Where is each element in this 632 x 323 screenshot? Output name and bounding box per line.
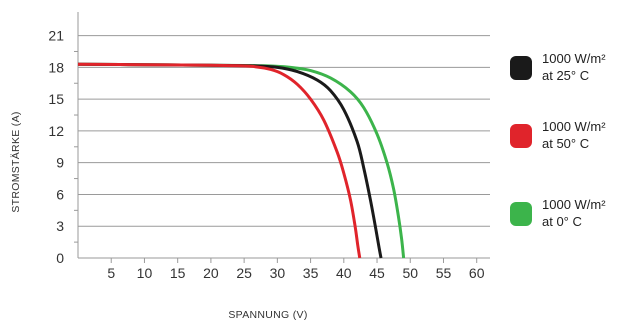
y-tick-label: 9 (56, 155, 64, 171)
legend-swatch (510, 202, 532, 226)
x-tick-label: 10 (137, 265, 153, 281)
legend-label: at 0° C (542, 214, 582, 229)
y-tick-label: 0 (56, 250, 64, 266)
y-axis-ticks: 0 3 6 9 12 15 18 21 (48, 28, 78, 266)
x-axis-ticks: 5 10 15 20 25 30 35 40 45 50 55 60 (107, 258, 485, 281)
legend-label: 1000 W/m² (542, 119, 606, 134)
y-tick-label: 3 (56, 218, 64, 234)
x-tick-label: 20 (203, 265, 219, 281)
x-tick-label: 5 (107, 265, 115, 281)
legend: 1000 W/m² at 25° C 1000 W/m² at 50° C 1000 W… (510, 51, 606, 229)
x-tick-label: 25 (236, 265, 252, 281)
legend-swatch (510, 56, 532, 80)
x-axis-label: SPANNUNG (V) (228, 309, 307, 321)
x-tick-label: 60 (469, 265, 485, 281)
series-line (77, 62, 362, 259)
x-tick-label: 40 (336, 265, 352, 281)
y-tick-label: 21 (48, 28, 64, 44)
x-tick-label: 50 (402, 265, 418, 281)
x-tick-label: 55 (436, 265, 452, 281)
legend-swatch (510, 124, 532, 148)
legend-label: 1000 W/m² (542, 197, 606, 212)
series-lines (77, 62, 406, 259)
y-tick-label: 15 (48, 91, 64, 107)
y-tick-label: 18 (48, 59, 64, 75)
legend-label: at 25° C (542, 68, 589, 83)
y-tick-label: 12 (48, 123, 64, 139)
x-tick-label: 30 (270, 265, 286, 281)
y-axis-label: STROMSTÄRKE (A) (10, 111, 22, 212)
grid-lines (77, 12, 490, 259)
x-tick-label: 45 (369, 265, 385, 281)
y-tick-label: 6 (56, 186, 64, 202)
x-tick-label: 35 (303, 265, 319, 281)
x-tick-label: 15 (170, 265, 186, 281)
legend-label: 1000 W/m² (542, 51, 606, 66)
series-line (77, 62, 383, 259)
legend-label: at 50° C (542, 136, 589, 151)
